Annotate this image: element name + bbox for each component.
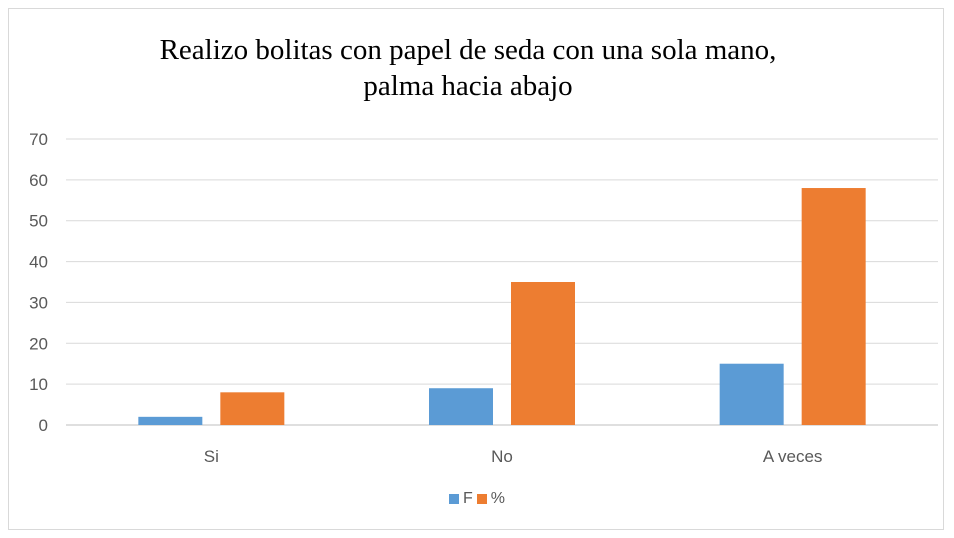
y-tick-label: 60 — [29, 171, 48, 190]
bar-f — [719, 363, 784, 425]
legend-swatch-f — [448, 494, 459, 504]
legend-label-f: F — [462, 490, 473, 507]
bar-percent — [511, 282, 575, 425]
legend-swatch-percent — [476, 494, 487, 504]
chart-legend: F % — [0, 490, 954, 508]
bar-percent — [220, 392, 285, 425]
bar-percent — [801, 188, 866, 425]
x-tick-label: Si — [204, 447, 219, 466]
chart-title: Realizo bolitas con papel de seda con un… — [0, 32, 936, 104]
x-tick-label: A veces — [763, 447, 823, 466]
y-tick-label: 30 — [29, 293, 48, 312]
x-tick-label: No — [491, 447, 513, 466]
bar-f — [429, 388, 493, 425]
chart-title-line-1: Realizo bolitas con papel de seda con un… — [159, 34, 777, 66]
legend-label-percent: % — [490, 490, 505, 507]
chart-title-line-2: palma hacia abajo — [363, 70, 573, 102]
y-tick-label: 50 — [29, 212, 48, 231]
y-tick-label: 20 — [29, 334, 48, 353]
bar-f — [138, 416, 203, 425]
y-tick-label: 10 — [29, 375, 48, 394]
y-tick-label: 40 — [29, 253, 48, 272]
legend-item-percent: % — [476, 490, 505, 508]
chart-frame — [8, 8, 944, 530]
legend-item-f: F — [448, 490, 473, 508]
y-tick-label: 0 — [39, 416, 48, 435]
y-tick-label: 70 — [29, 130, 48, 149]
